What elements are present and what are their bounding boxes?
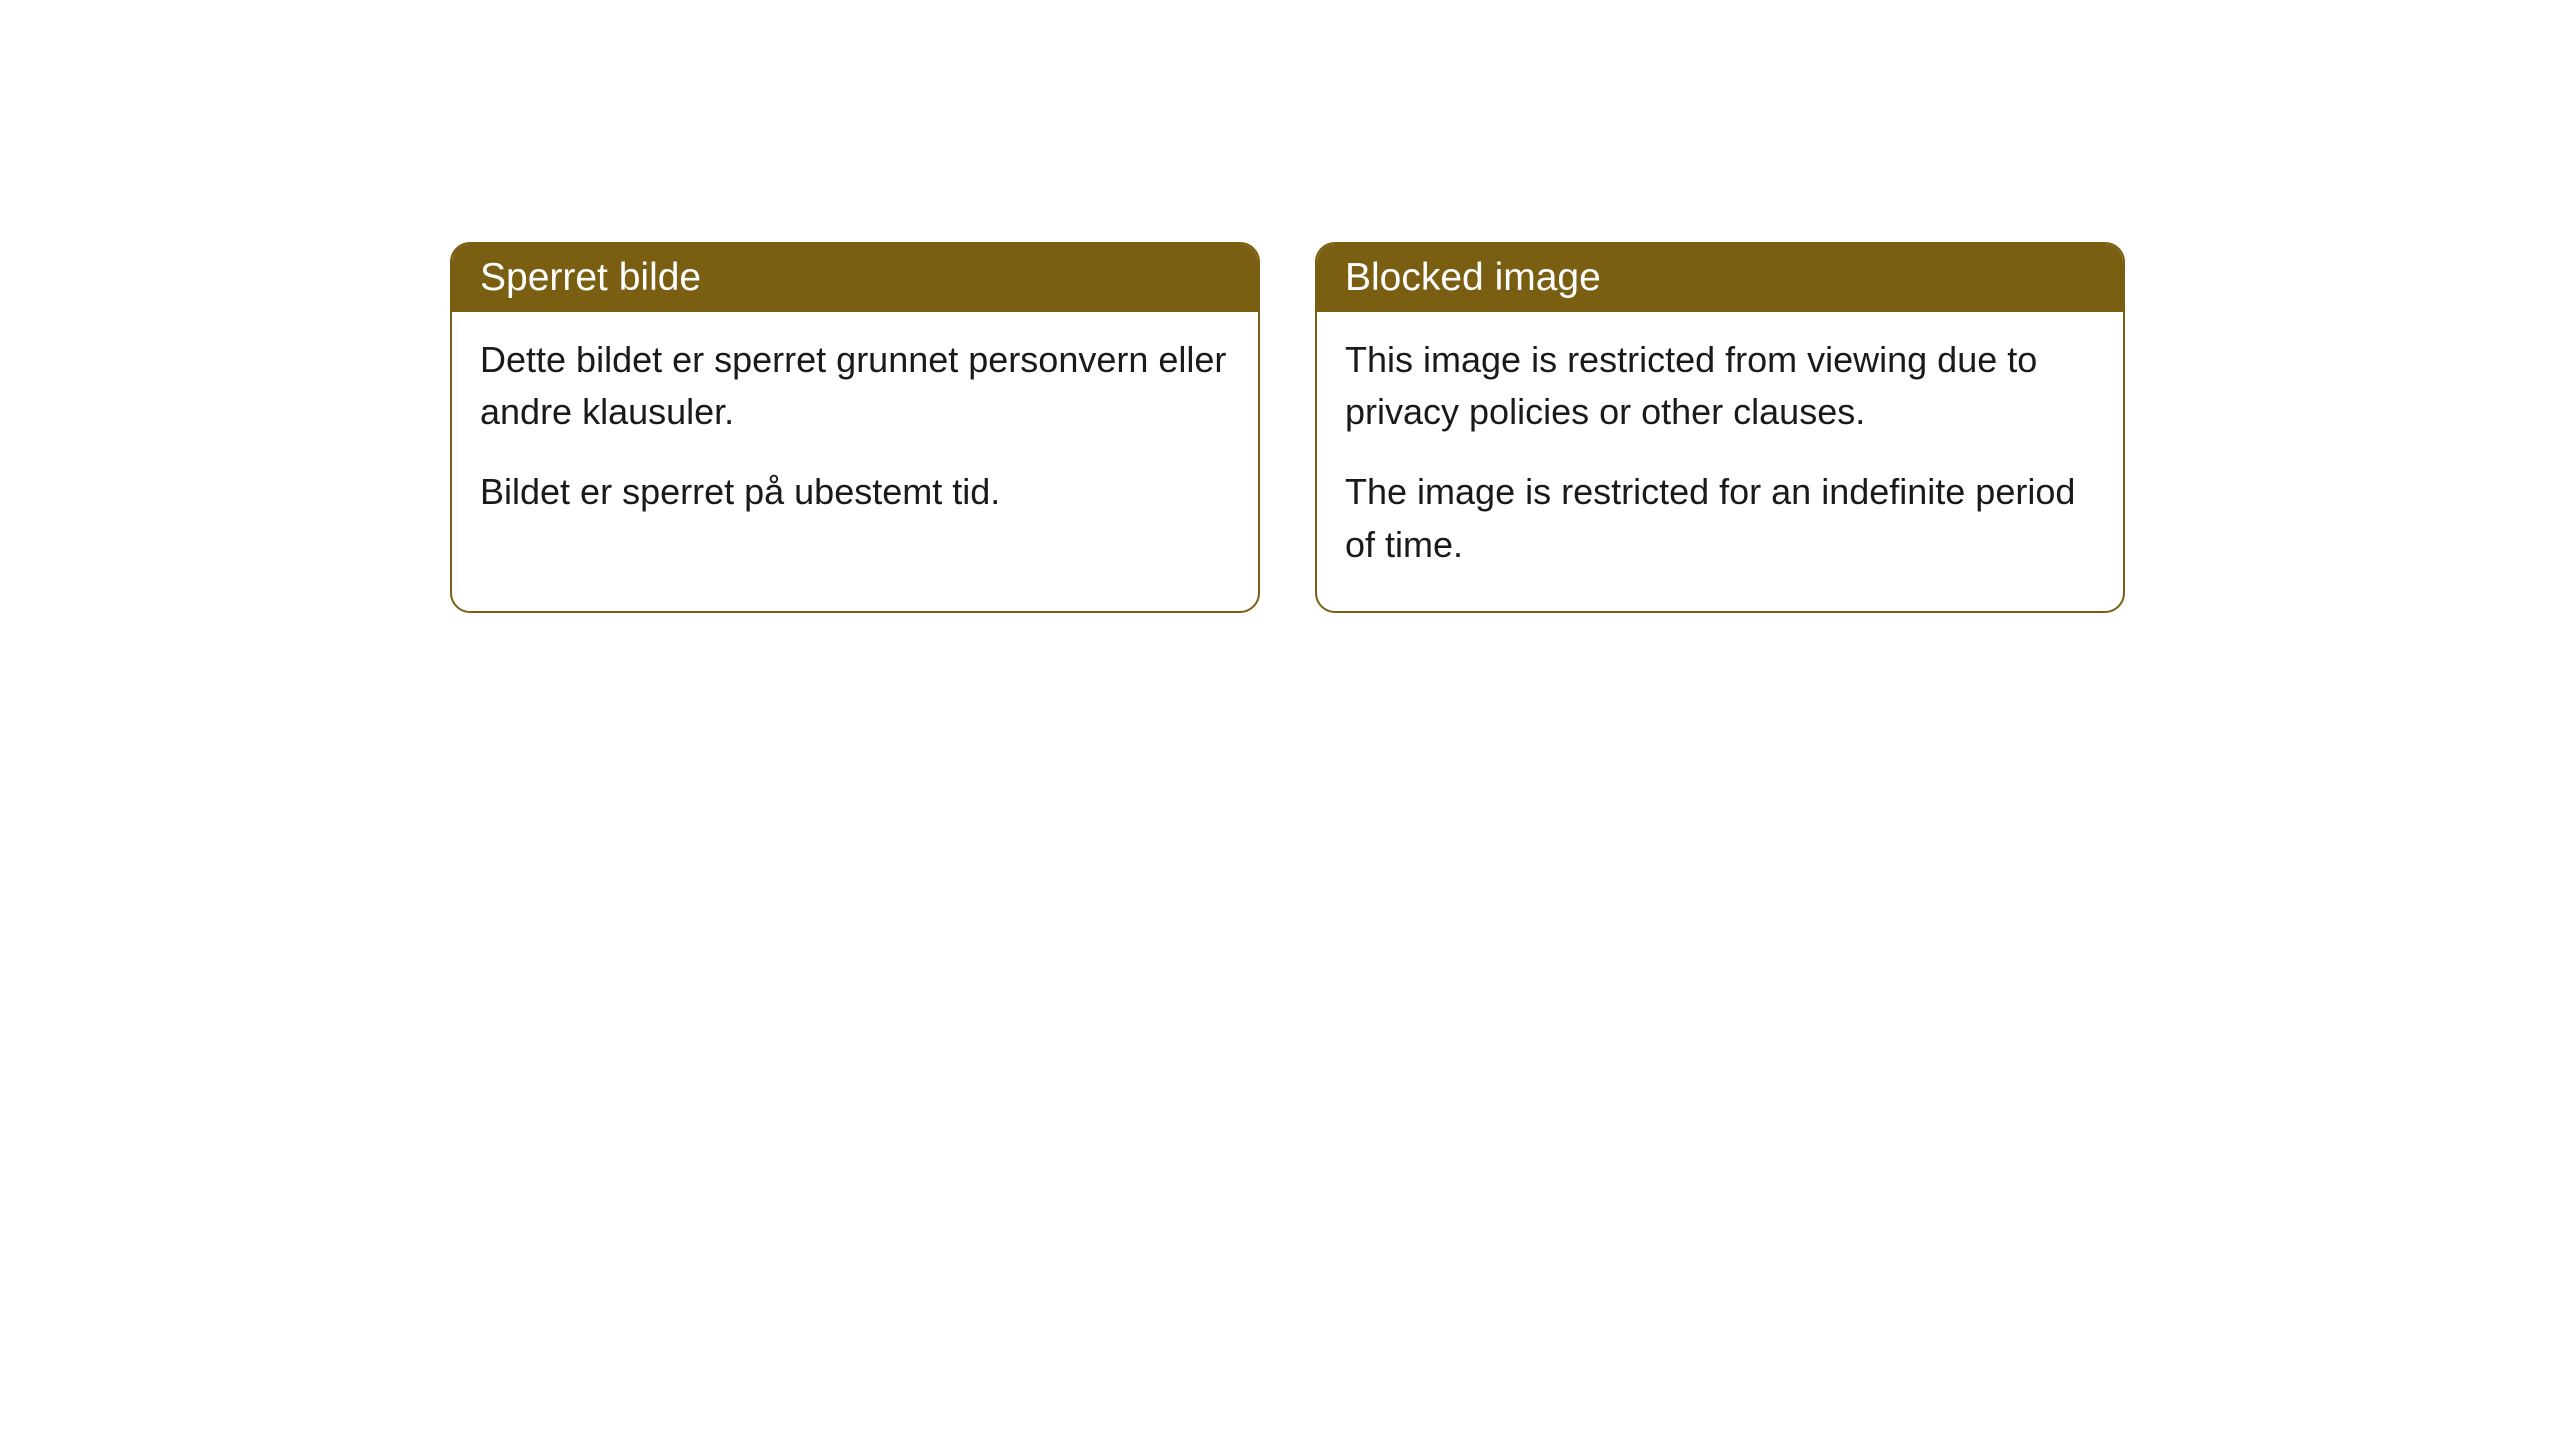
card-title: Blocked image	[1345, 256, 1601, 299]
card-body: Dette bildet er sperret grunnet personve…	[452, 312, 1258, 559]
notice-card-english: Blocked image This image is restricted f…	[1315, 242, 2125, 613]
card-header: Blocked image	[1317, 244, 2123, 312]
notice-cards-container: Sperret bilde Dette bildet er sperret gr…	[450, 242, 2125, 613]
notice-card-norwegian: Sperret bilde Dette bildet er sperret gr…	[450, 242, 1260, 613]
card-paragraph: Dette bildet er sperret grunnet personve…	[480, 334, 1230, 438]
card-paragraph: The image is restricted for an indefinit…	[1345, 466, 2095, 570]
card-body: This image is restricted from viewing du…	[1317, 312, 2123, 611]
card-header: Sperret bilde	[452, 244, 1258, 312]
card-paragraph: Bildet er sperret på ubestemt tid.	[480, 466, 1230, 518]
card-paragraph: This image is restricted from viewing du…	[1345, 334, 2095, 438]
card-title: Sperret bilde	[480, 256, 701, 299]
